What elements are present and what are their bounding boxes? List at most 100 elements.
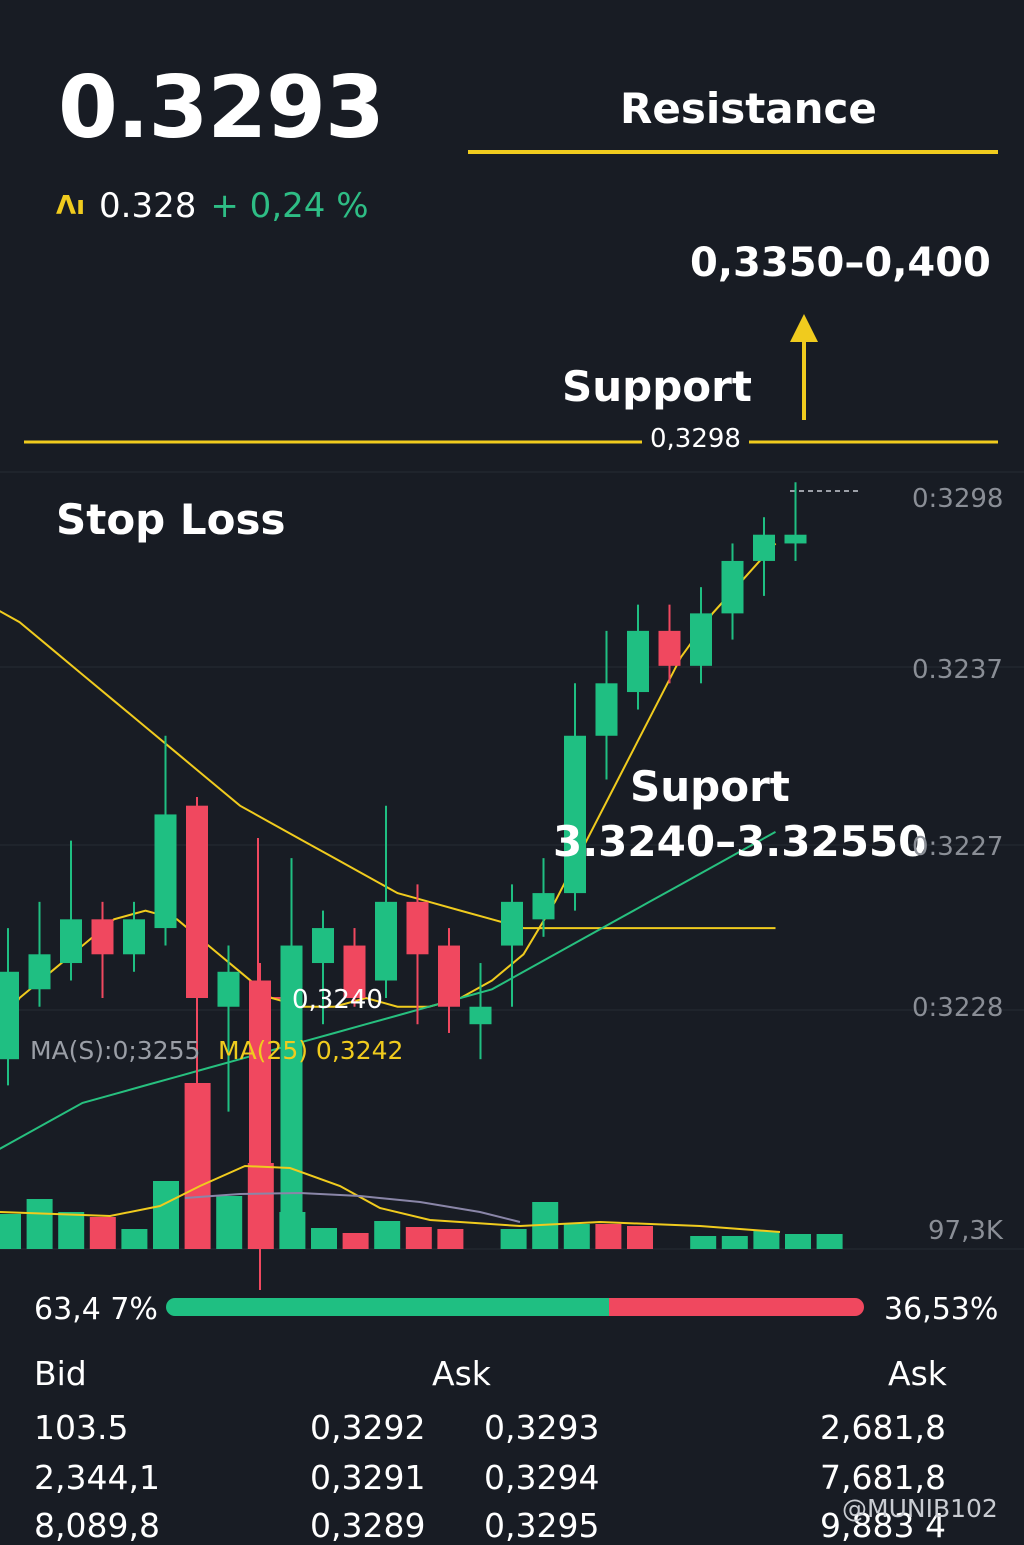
bid-qty[interactable]: 103.5 — [34, 1408, 129, 1447]
low-value-label: 0,3240 — [292, 985, 383, 1015]
bid-price[interactable]: 0,3291 — [310, 1458, 426, 1497]
volume-bar — [374, 1221, 401, 1249]
candle-body — [123, 919, 145, 955]
candle-body — [312, 928, 334, 964]
candle-body — [375, 901, 397, 981]
volume-bar — [0, 1214, 21, 1249]
volume-bar — [216, 1196, 243, 1249]
ma-long-line — [0, 610, 776, 930]
candle-body — [690, 613, 712, 666]
bid-price[interactable]: 0,3289 — [310, 1506, 426, 1545]
trend-icon: Λı — [56, 191, 86, 221]
volume-bar — [311, 1228, 337, 1249]
buy-percentage: 63,4 7% — [34, 1292, 158, 1327]
candle — [312, 910, 334, 1025]
candle-body — [595, 683, 618, 736]
price-change: + 0,24 % — [210, 186, 369, 226]
volume-ma-yellow — [0, 1164, 781, 1233]
candle-body — [0, 971, 19, 1060]
ma-short-legend: MA(S):0;3255 — [30, 1036, 201, 1065]
candle-body — [406, 901, 429, 955]
ma-25-legend: MA(25) 0,3242 — [218, 1036, 404, 1065]
y-tick-label: 0:3298 — [912, 484, 1004, 514]
suport-label: Suport — [630, 762, 790, 811]
candle — [217, 945, 240, 1112]
suport-range: 3.3240–3.32550 — [553, 817, 928, 866]
candle — [343, 928, 366, 1007]
candle-body — [343, 945, 366, 998]
volume-bar — [627, 1226, 653, 1249]
price-subline: Λı 0.328 + 0,24 % — [56, 186, 369, 226]
candle-body — [28, 954, 51, 990]
volume-bar — [785, 1234, 811, 1249]
bid-qty[interactable]: 8,089,8 — [34, 1506, 160, 1545]
ma-trend-line — [0, 831, 776, 1150]
ask-qty[interactable]: 2,681,8 — [820, 1408, 946, 1447]
candle — [784, 482, 807, 561]
candle-body — [658, 630, 681, 666]
bid-price[interactable]: 0,3292 — [310, 1408, 426, 1447]
volume-bar — [247, 1163, 274, 1249]
ask-price[interactable]: 0,3295 — [484, 1506, 600, 1545]
candle — [532, 858, 555, 937]
current-price: 0.3293 — [58, 58, 385, 158]
candle-body — [60, 919, 82, 964]
candle-body — [501, 901, 523, 946]
ask-price[interactable]: 0,3294 — [484, 1458, 600, 1497]
arrow-up-icon — [790, 314, 818, 420]
volume-bar — [342, 1233, 369, 1249]
candle — [91, 901, 114, 998]
candle-body — [249, 980, 271, 1217]
candle — [469, 963, 492, 1060]
candle-body — [217, 971, 240, 1007]
candle — [438, 928, 460, 1033]
volume-bar — [563, 1224, 590, 1249]
candle-body — [564, 735, 586, 894]
bid-header: Bid — [34, 1354, 87, 1393]
resistance-label: Resistance — [620, 84, 877, 133]
candle — [564, 683, 586, 911]
candle — [280, 858, 303, 1235]
candle-body — [753, 534, 775, 561]
volume-bar — [816, 1234, 843, 1249]
candle-body — [280, 945, 303, 1217]
candle — [721, 543, 744, 640]
candle — [627, 604, 649, 710]
candle — [375, 805, 397, 998]
support-label: Support — [562, 362, 752, 411]
volume-bar — [405, 1227, 432, 1249]
candle — [154, 735, 177, 946]
volume-bar — [753, 1231, 780, 1249]
volume-bar — [595, 1224, 622, 1249]
sell-ratio-fill — [609, 1298, 864, 1316]
volume-bar — [721, 1236, 748, 1249]
candle — [60, 840, 82, 981]
stop-loss-label: Stop Loss — [56, 495, 286, 544]
candle-body — [91, 919, 114, 955]
volume-ma-gray — [184, 1191, 521, 1223]
ask-qty[interactable]: 7,681,8 — [820, 1458, 946, 1497]
candle — [0, 928, 19, 1086]
ask-price[interactable]: 0,3293 — [484, 1408, 600, 1447]
candle — [406, 884, 429, 1025]
price-chart — [0, 150, 1024, 1290]
support-value: 0,3298 — [642, 424, 749, 454]
candle-body — [469, 1006, 492, 1025]
candle-body — [154, 814, 177, 929]
candle — [690, 587, 712, 684]
volume-bar — [89, 1217, 116, 1249]
volume-bar — [279, 1212, 306, 1249]
volume-axis-label: 97,3K — [928, 1216, 1003, 1246]
volume-bar — [437, 1229, 464, 1249]
candle-body — [186, 805, 208, 998]
y-tick-label: 0:3227 — [912, 832, 1004, 862]
candle — [28, 901, 51, 1007]
sell-percentage: 36,53% — [884, 1292, 999, 1327]
volume-bar — [153, 1181, 179, 1249]
candle-body — [438, 945, 460, 1007]
candle — [186, 796, 208, 1086]
watermark: @MUNIB102 — [842, 1494, 998, 1523]
candle-body — [532, 893, 555, 920]
volume-bar — [121, 1229, 148, 1249]
bid-qty[interactable]: 2,344,1 — [34, 1458, 160, 1497]
